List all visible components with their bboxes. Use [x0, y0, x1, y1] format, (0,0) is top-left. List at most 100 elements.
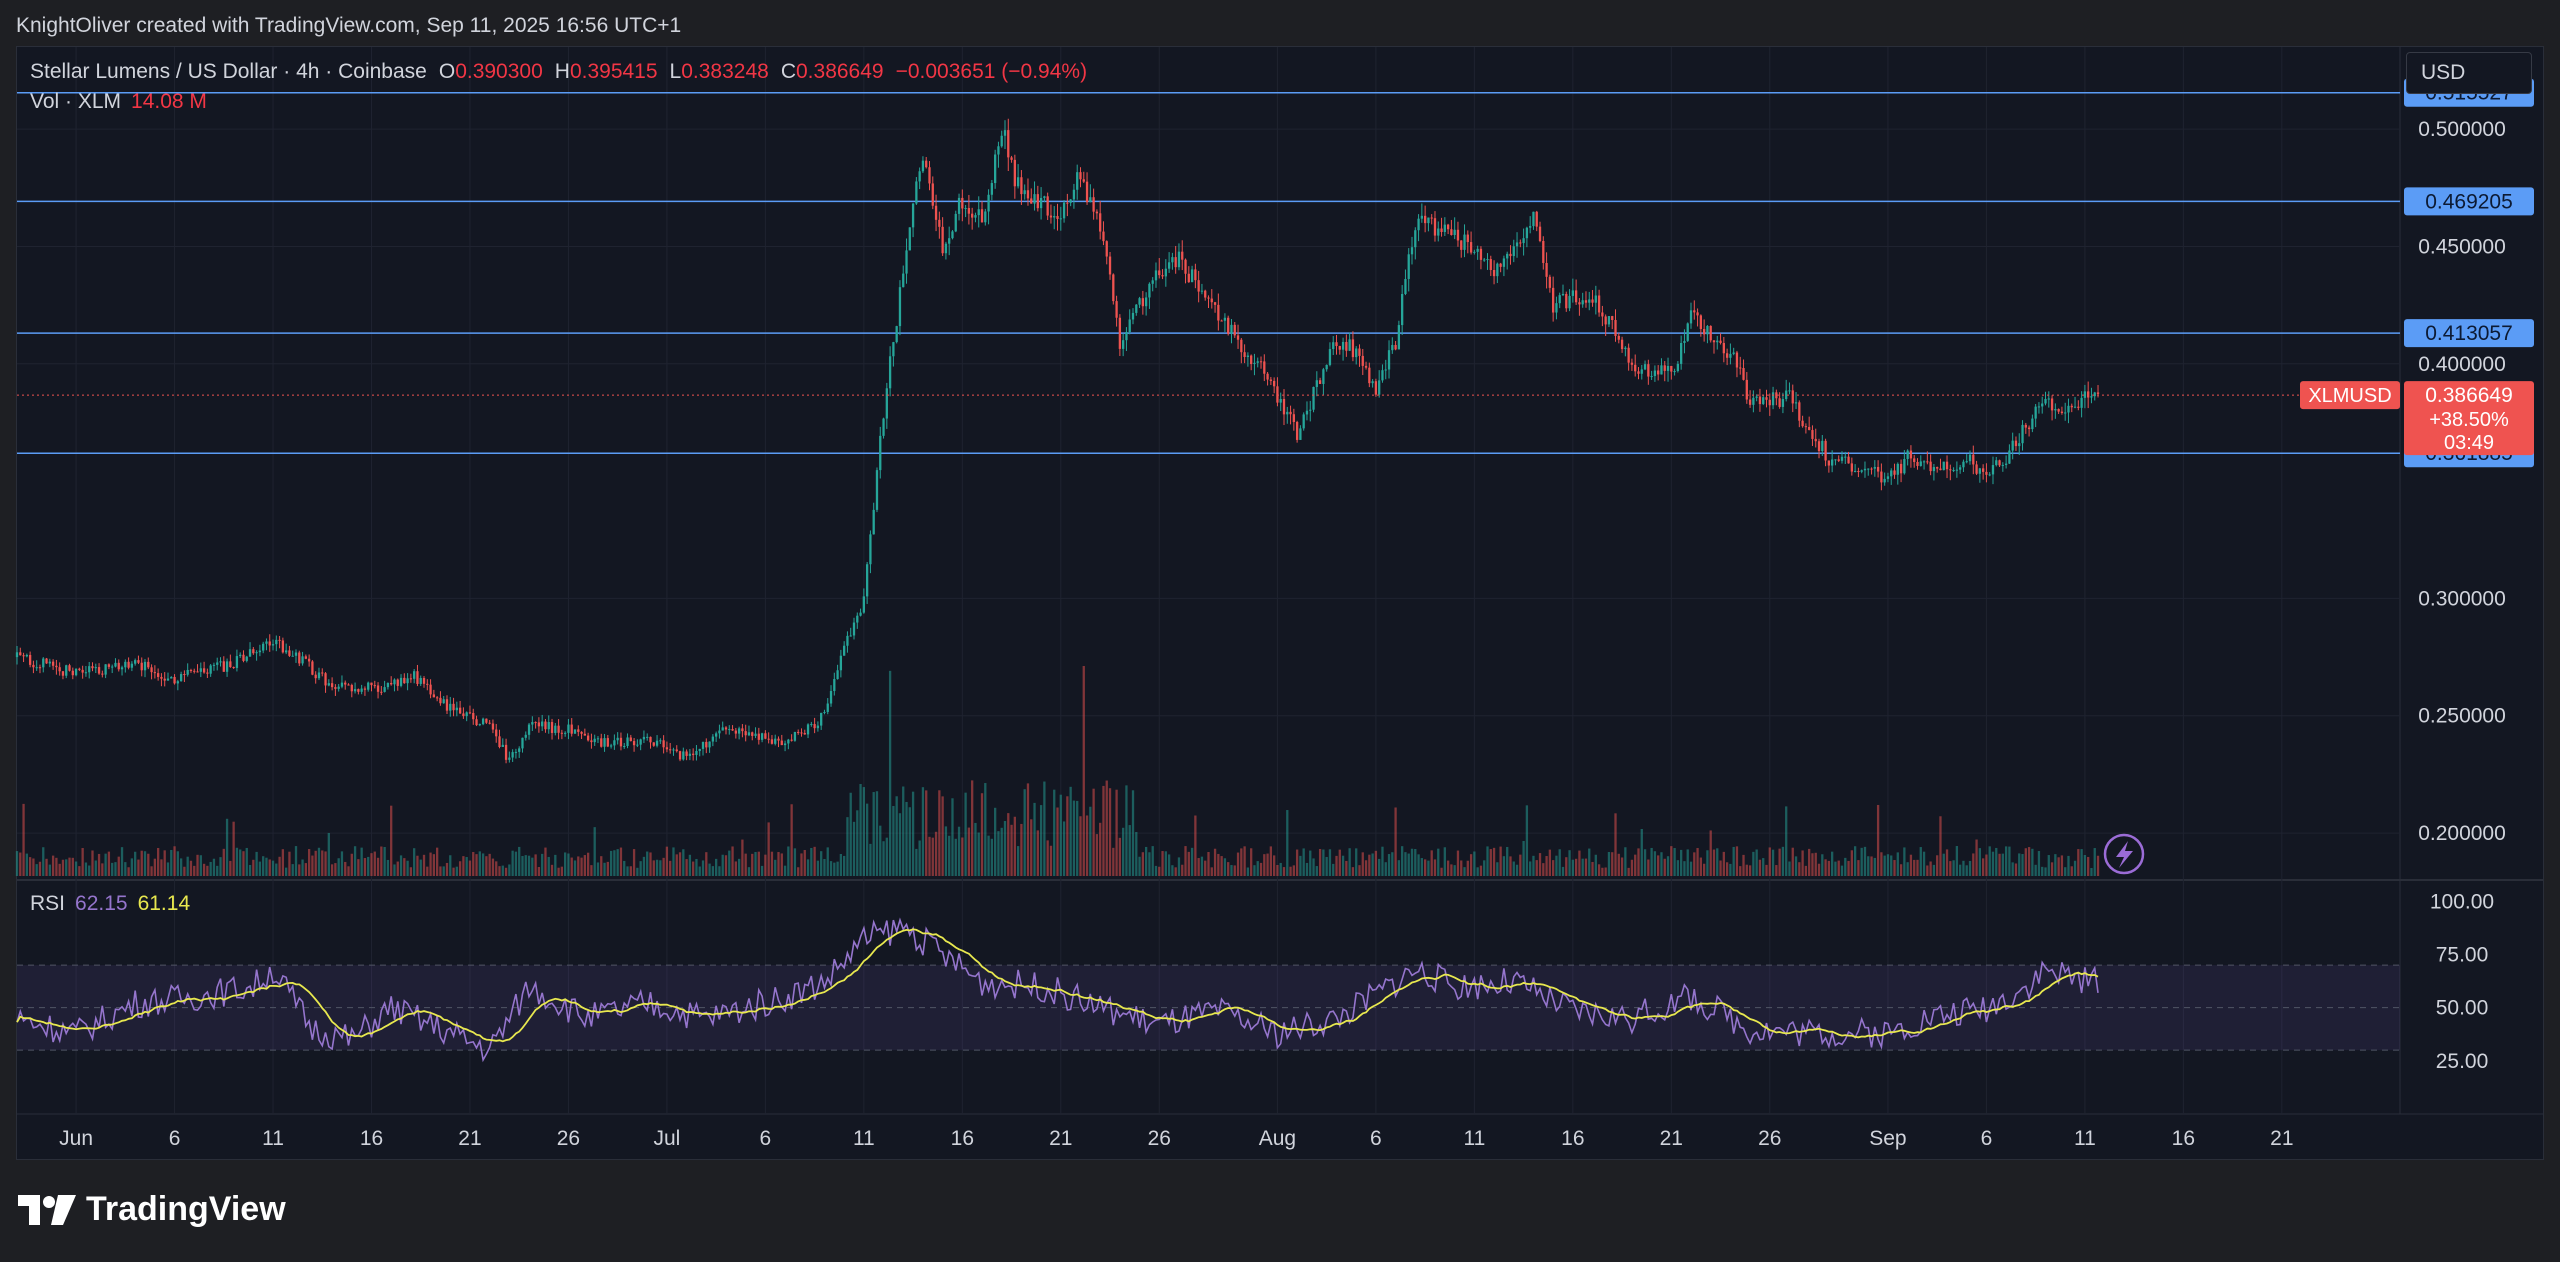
symbol-title[interactable]: Stellar Lumens / US Dollar · 4h · Coinba… — [30, 60, 427, 83]
level-tag — [2404, 187, 2534, 216]
volume-bar — [1374, 850, 1378, 876]
candle — [327, 679, 330, 687]
volume-bar — [1013, 816, 1016, 876]
volume-bar — [669, 860, 672, 876]
candle-body — [741, 728, 744, 732]
low-value: 0.383248 — [681, 60, 769, 83]
candle-body — [1801, 420, 1804, 427]
candle — [1525, 226, 1529, 248]
candle — [462, 707, 465, 719]
candle-body — [262, 643, 265, 651]
candle-body — [314, 674, 317, 679]
candle — [1827, 460, 1831, 473]
candle-body — [869, 534, 872, 565]
candle — [150, 664, 153, 680]
volume-bar — [1128, 825, 1131, 876]
volume-bar — [225, 818, 229, 876]
volume-bar — [1391, 852, 1394, 876]
candle-body — [1486, 259, 1489, 261]
candle — [977, 196, 980, 228]
candle — [74, 668, 78, 677]
volume-bar — [1604, 867, 1607, 876]
volume-bar — [1043, 781, 1046, 876]
volume-bar — [961, 837, 964, 876]
candle — [1509, 245, 1512, 265]
volume-bar — [1614, 813, 1617, 876]
volume-label[interactable]: Vol · XLM — [30, 90, 122, 113]
candle — [1978, 467, 1982, 483]
volume-bar — [1719, 860, 1722, 876]
candle — [1561, 284, 1565, 297]
candle — [1840, 451, 1844, 464]
volume-bar — [1535, 860, 1538, 876]
candle-body — [1118, 317, 1122, 349]
volume-bar — [646, 851, 649, 876]
candle — [285, 643, 288, 655]
candle-body — [1269, 379, 1273, 381]
candle — [957, 193, 961, 221]
candle — [1020, 170, 1023, 205]
candle — [806, 723, 810, 739]
candle-body — [596, 738, 600, 740]
candle-body — [209, 665, 212, 674]
candle-body — [288, 650, 291, 656]
candle-body — [718, 730, 721, 734]
candle-body — [856, 615, 859, 623]
candle — [2057, 408, 2060, 414]
candle-body — [1020, 177, 1023, 195]
candle — [570, 718, 573, 737]
volume-bar — [442, 866, 445, 876]
candle-body — [1729, 353, 1732, 358]
candle-body — [1030, 198, 1033, 204]
candle — [1174, 245, 1177, 274]
candle — [639, 738, 642, 751]
volume-bar — [367, 856, 370, 876]
candle-body — [662, 740, 665, 748]
volume-bar — [134, 851, 137, 876]
volume-bar — [1437, 848, 1440, 876]
ohlc-legend: Stellar Lumens / US Dollar · 4h · Coinba… — [30, 60, 1087, 84]
currency-selector[interactable]: USD — [2406, 52, 2532, 94]
rsi-line — [16, 917, 2099, 1063]
candle — [321, 668, 324, 677]
candle-body — [1680, 343, 1683, 364]
volume-bar — [2090, 867, 2093, 876]
candle-body — [327, 683, 330, 686]
volume-bar — [875, 791, 879, 876]
volume-bar — [780, 853, 783, 876]
volume-bar — [1801, 850, 1804, 876]
candle — [1197, 270, 1200, 303]
candle — [2008, 444, 2011, 465]
candle-body — [202, 668, 206, 673]
volume-bar — [531, 857, 534, 876]
candle — [672, 747, 675, 756]
candle — [626, 733, 629, 749]
candle — [101, 670, 104, 678]
candle-body — [1450, 229, 1453, 235]
volume-bar — [665, 846, 669, 876]
volume-bar — [1722, 851, 1725, 876]
volume-bar — [32, 858, 35, 876]
candle-body — [892, 342, 895, 357]
volume-bar — [439, 866, 442, 876]
candle — [271, 639, 275, 651]
candle — [767, 732, 770, 744]
candle — [134, 658, 137, 666]
rsi-label[interactable]: RSI — [30, 892, 66, 915]
candle — [757, 727, 760, 745]
candle — [636, 739, 639, 748]
candle — [2080, 391, 2083, 418]
candle-body — [1975, 464, 1978, 474]
candle — [1164, 259, 1167, 287]
candle — [170, 676, 173, 679]
volume-bar — [1368, 854, 1371, 876]
candle — [1276, 377, 1279, 407]
candle-body — [1538, 226, 1542, 242]
candle — [1778, 392, 1781, 409]
candle-body — [206, 672, 209, 674]
x-tick-label: 11 — [262, 1127, 284, 1150]
candle — [1624, 346, 1627, 357]
brand-logo[interactable]: TradingView — [18, 1190, 286, 1229]
volume-bar — [833, 862, 836, 876]
